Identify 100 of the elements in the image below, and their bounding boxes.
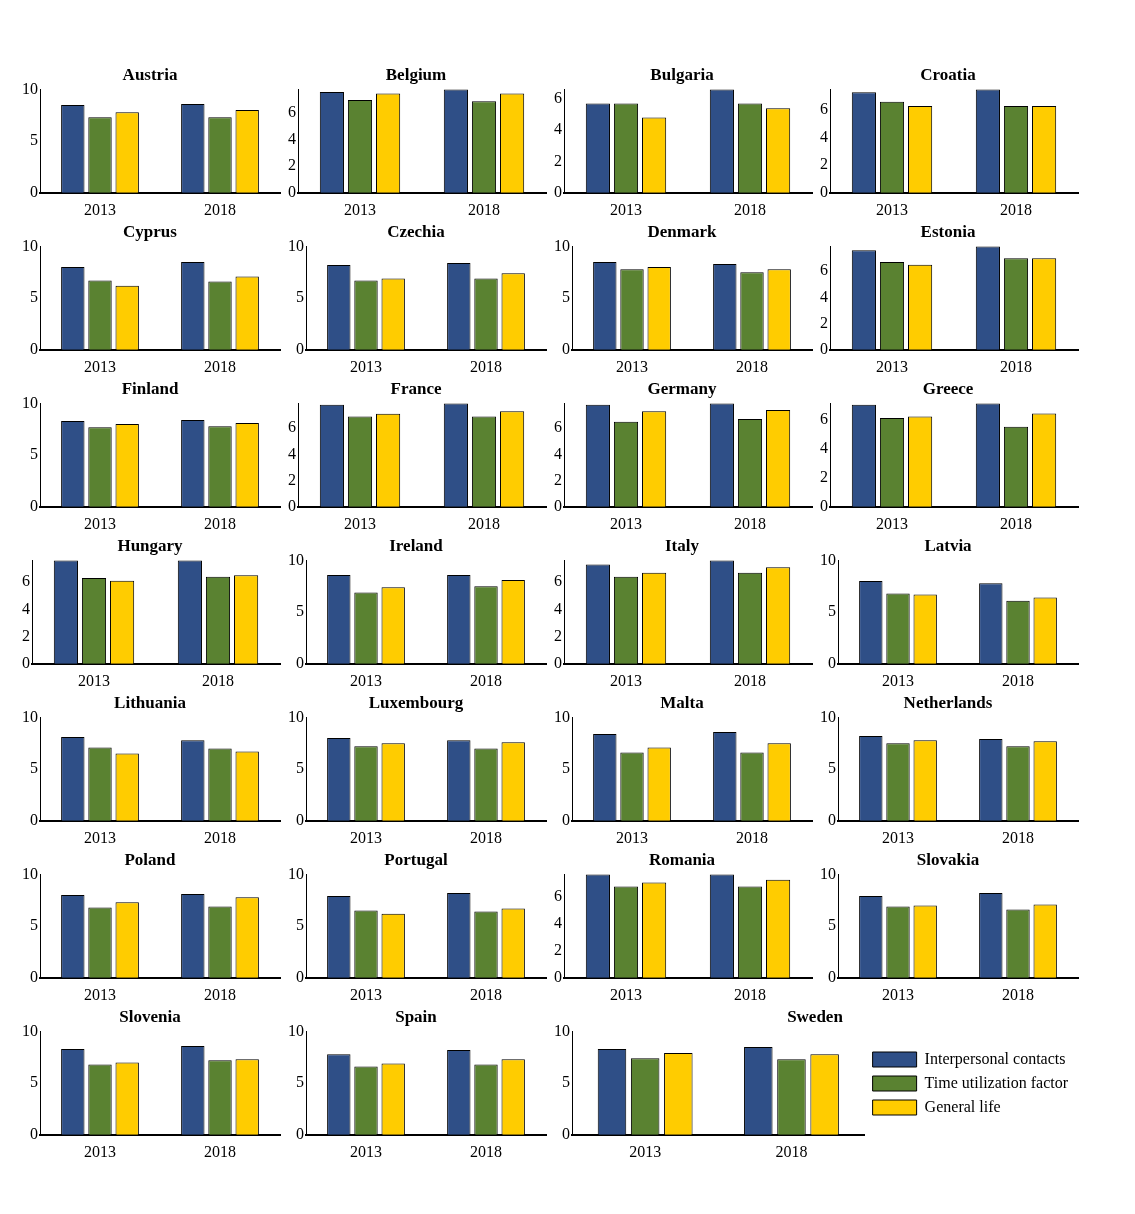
x-tick-label: 2018 [468,514,500,532]
y-tick-label: 10 [288,707,304,725]
x-tick-label: 2013 [350,828,382,846]
chart-title: Estonia [920,221,976,241]
chart-title: Germany [647,378,717,398]
y-tick-label: 10 [554,707,570,725]
y-tick-label: 0 [30,183,38,200]
y-tick-label: 0 [296,811,304,828]
x-tick-label: 2013 [350,985,382,1003]
chart-title: Cyprus [123,221,178,241]
chart-title: Austria [122,64,178,84]
x-tick-label: 2013 [350,357,382,375]
y-tick-label: 0 [820,183,828,200]
y-tick-label: 5 [562,288,570,306]
x-tick-label: 2013 [344,514,376,532]
chart-title: Czechia [387,221,446,241]
y-tick-label: 0 [30,340,38,357]
x-tick-label: 2013 [610,514,642,532]
y-tick-label: 0 [288,183,296,200]
y-tick-label: 0 [562,811,570,828]
x-tick-label: 2013 [616,828,648,846]
y-tick-label: 2 [554,626,562,644]
chart-title: Italy [665,535,700,555]
x-tick-label: 2018 [1000,514,1032,532]
y-tick-label: 5 [30,445,38,463]
y-tick-label: 4 [554,444,562,462]
y-tick-label: 10 [820,707,836,725]
x-tick-label: 2018 [470,985,502,1003]
x-tick-label: 2013 [78,671,110,689]
y-tick-label: 5 [828,602,836,620]
y-tick-label: 5 [828,916,836,934]
chart-title: Belgium [385,64,447,84]
chart-title: Greece [922,378,974,398]
y-tick-label: 0 [296,968,304,985]
chart-title: Finland [121,378,179,398]
y-tick-label: 0 [30,968,38,985]
y-tick-label: 0 [828,968,836,985]
y-tick-label: 6 [554,89,562,106]
y-tick-label: 2 [554,941,562,959]
chart-title: Slovenia [119,1006,182,1026]
y-tick-label: 2 [554,151,562,169]
x-tick-label: 2013 [350,671,382,689]
y-tick-label: 5 [296,602,304,620]
y-tick-label: 5 [562,759,570,777]
y-tick-label: 6 [22,572,30,590]
x-tick-label: 2018 [468,200,500,218]
y-tick-label: 2 [820,155,828,173]
chart-title: Luxembourg [368,692,464,712]
y-tick-label: 0 [828,654,836,671]
y-tick-label: 2 [554,470,562,488]
y-tick-label: 6 [288,103,296,121]
x-tick-label: 2013 [610,671,642,689]
legend-label: Time utilization factor [924,1073,1069,1091]
x-tick-label: 2018 [734,985,766,1003]
chart-title: Portugal [384,849,448,869]
x-tick-label: 2013 [610,985,642,1003]
y-tick-label: 5 [296,759,304,777]
x-tick-label: 2013 [882,671,914,689]
y-tick-label: 4 [820,127,828,145]
y-tick-label: 10 [820,550,836,568]
y-tick-label: 5 [30,131,38,149]
x-tick-label: 2018 [1000,357,1032,375]
chart-title: Malta [660,692,705,712]
y-tick-label: 5 [30,288,38,306]
x-tick-label: 2018 [1002,828,1034,846]
x-tick-label: 2013 [84,514,116,532]
y-tick-label: 2 [288,470,296,488]
y-tick-label: 0 [554,497,562,514]
y-tick-label: 10 [22,79,38,97]
y-tick-label: 0 [554,183,562,200]
y-tick-label: 4 [288,129,296,147]
y-tick-label: 10 [288,236,304,254]
x-tick-label: 2013 [876,357,908,375]
y-tick-label: 0 [562,1125,570,1142]
y-tick-label: 4 [554,599,562,617]
y-tick-label: 0 [562,340,570,357]
y-tick-label: 0 [828,811,836,828]
x-tick-label: 2018 [470,357,502,375]
y-tick-label: 0 [30,811,38,828]
y-tick-label: 2 [820,313,828,331]
x-tick-label: 2018 [470,671,502,689]
y-tick-label: 10 [288,1021,304,1039]
x-tick-label: 2013 [610,200,642,218]
y-tick-label: 5 [296,288,304,306]
x-tick-label: 2018 [204,985,236,1003]
x-tick-label: 2013 [882,828,914,846]
x-tick-label: 2013 [84,1142,116,1160]
y-tick-label: 0 [554,968,562,985]
chart-title: Ireland [389,535,444,555]
y-tick-label: 10 [22,393,38,411]
chart-title: Croatia [920,64,977,84]
x-tick-label: 2013 [350,1142,382,1160]
x-tick-label: 2013 [84,200,116,218]
legend-label: Interpersonal contacts [924,1049,1066,1068]
x-tick-label: 2018 [204,1142,236,1160]
y-tick-label: 0 [296,654,304,671]
x-tick-label: 2018 [1000,200,1032,218]
y-tick-label: 0 [820,497,828,514]
y-tick-label: 10 [22,864,38,882]
x-tick-label: 2013 [84,828,116,846]
